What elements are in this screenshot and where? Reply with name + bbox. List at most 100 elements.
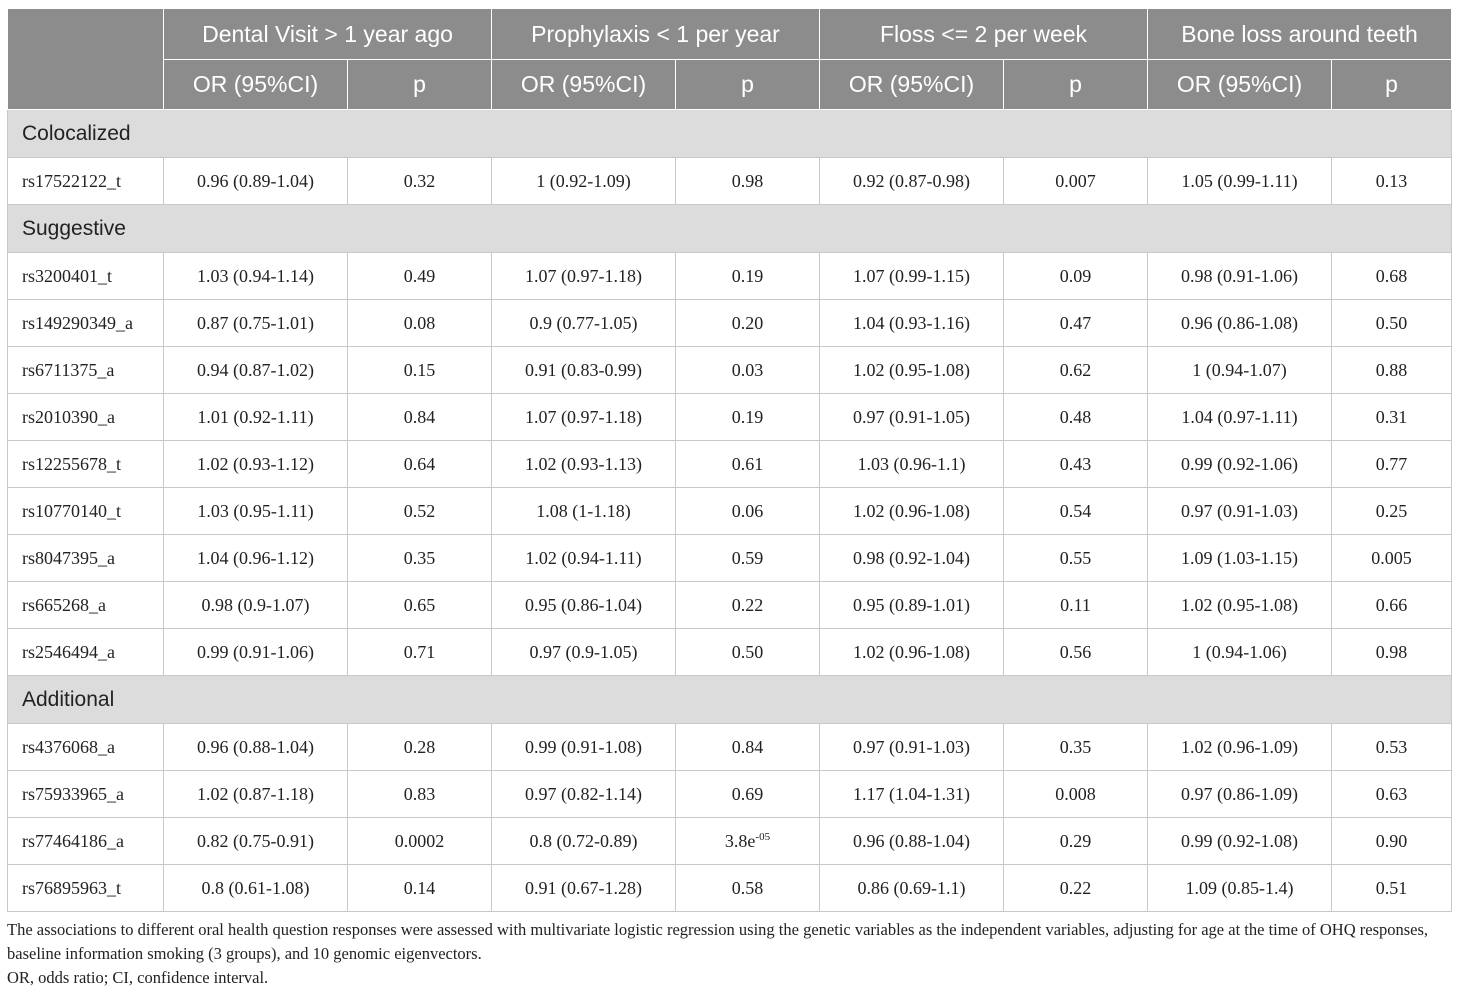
or-cell: 0.97 (0.91-1.03) (819, 723, 1004, 771)
p-cell: 0.77 (1331, 440, 1453, 488)
p-cell: 0.09 (1002, 252, 1149, 300)
p-cell: 0.55 (1002, 534, 1149, 582)
p-cell: 0.32 (347, 157, 492, 205)
or-cell: 0.91 (0.83-0.99) (491, 346, 676, 394)
p-cell: 0.007 (1002, 157, 1149, 205)
or-column-header: OR (95%CI) (1147, 59, 1333, 110)
or-cell: 1.07 (0.97-1.18) (491, 393, 676, 441)
snp-cell: rs76895963_t (7, 864, 164, 912)
p-cell: 0.52 (347, 487, 492, 535)
group-header-bone-loss: Bone loss around teeth (1147, 8, 1453, 60)
or-cell: 0.99 (0.92-1.06) (1147, 440, 1333, 488)
p-cell: 0.64 (347, 440, 492, 488)
table-row: rs10770140_t 1.03 (0.95-1.11) 0.52 1.08 (1-… (7, 487, 1453, 535)
or-cell: 1.02 (0.96-1.08) (819, 487, 1004, 535)
p-cell: 0.20 (675, 299, 820, 347)
p-cell: 0.61 (675, 440, 820, 488)
or-cell: 0.96 (0.89-1.04) (163, 157, 348, 205)
p-cell: 0.66 (1331, 581, 1453, 629)
or-cell: 0.99 (0.92-1.08) (1147, 817, 1333, 865)
or-cell: 0.92 (0.87-0.98) (819, 157, 1004, 205)
table-row: rs149290349_a 0.87 (0.75-1.01) 0.08 0.9 (0.… (7, 299, 1453, 347)
p-cell: 0.29 (1002, 817, 1149, 865)
section-row: Suggestive (6, 204, 1453, 253)
p-cell: 0.22 (675, 581, 820, 629)
p-cell: 0.62 (1002, 346, 1149, 394)
or-cell: 0.97 (0.86-1.09) (1147, 770, 1333, 818)
or-cell: 0.86 (0.69-1.1) (819, 864, 1004, 912)
section-title: Suggestive (6, 204, 1453, 253)
section-row: Colocalized (6, 109, 1453, 158)
p-cell: 0.0002 (347, 817, 492, 865)
table-body: Colocalized rs17522122_t 0.96 (0.89-1.04) 0… (6, 109, 1453, 912)
p-cell: 0.28 (347, 723, 492, 771)
p-cell: 0.83 (347, 770, 492, 818)
p-cell: 0.35 (1002, 723, 1149, 771)
p-cell: 0.06 (675, 487, 820, 535)
or-cell: 0.9 (0.77-1.05) (491, 299, 676, 347)
or-cell: 1.03 (0.94-1.14) (163, 252, 348, 300)
or-cell: 1.17 (1.04-1.31) (819, 770, 1004, 818)
table-row: rs12255678_t 1.02 (0.93-1.12) 0.64 1.02 (0.… (7, 440, 1453, 488)
or-cell: 1.02 (0.94-1.11) (491, 534, 676, 582)
or-cell: 0.8 (0.72-0.89) (491, 817, 676, 865)
or-cell: 0.97 (0.9-1.05) (491, 628, 676, 676)
table-row: rs17522122_t 0.96 (0.89-1.04) 0.32 1 (0.92-… (7, 157, 1453, 205)
snp-cell: rs4376068_a (7, 723, 164, 771)
or-cell: 1.02 (0.95-1.08) (1147, 581, 1333, 629)
snp-cell: rs77464186_a (7, 817, 164, 865)
p-cell: 0.59 (675, 534, 820, 582)
or-cell: 1.07 (0.99-1.15) (819, 252, 1004, 300)
or-cell: 1.05 (0.99-1.11) (1147, 157, 1333, 205)
p-cell: 0.98 (1331, 628, 1453, 676)
footnote-methods: The associations to different oral healt… (7, 920, 1429, 963)
group-header-floss: Floss <= 2 per week (818, 8, 1149, 60)
p-cell: 3.8e-05 (675, 817, 820, 865)
p-cell: 0.48 (1002, 393, 1149, 441)
p-cell: 0.68 (1331, 252, 1453, 300)
p-cell: 0.03 (675, 346, 820, 394)
or-column-header: OR (95%CI) (491, 59, 676, 110)
p-cell: 0.19 (675, 393, 820, 441)
or-cell: 1 (0.94-1.06) (1147, 628, 1333, 676)
or-cell: 1.02 (0.93-1.12) (163, 440, 348, 488)
p-cell: 0.98 (675, 157, 820, 205)
p-column-header: p (1002, 59, 1149, 110)
or-cell: 1.02 (0.96-1.09) (1147, 723, 1333, 771)
table-row: rs75933965_a 1.02 (0.87-1.18) 0.83 0.97 (0.… (7, 770, 1453, 818)
table-row: rs6711375_a 0.94 (0.87-1.02) 0.15 0.91 (0.8… (7, 346, 1453, 394)
table-row: rs2010390_a 1.01 (0.92-1.11) 0.84 1.07 (0.9… (7, 393, 1453, 441)
or-cell: 1.08 (1-1.18) (491, 487, 676, 535)
or-cell: 1.02 (0.95-1.08) (819, 346, 1004, 394)
p-cell: 0.63 (1331, 770, 1453, 818)
section-row: Additional (6, 675, 1453, 724)
p-cell: 0.90 (1331, 817, 1453, 865)
or-cell: 0.97 (0.82-1.14) (491, 770, 676, 818)
p-cell: 0.50 (1331, 299, 1453, 347)
p-cell: 0.14 (347, 864, 492, 912)
or-cell: 1.02 (0.87-1.18) (163, 770, 348, 818)
p-cell: 0.13 (1331, 157, 1453, 205)
table-row: rs3200401_t 1.03 (0.94-1.14) 0.49 1.07 (0.9… (7, 252, 1453, 300)
or-cell: 1.09 (0.85-1.4) (1147, 864, 1333, 912)
or-cell: 1.02 (0.96-1.08) (819, 628, 1004, 676)
or-cell: 0.96 (0.88-1.04) (819, 817, 1004, 865)
snp-cell: rs149290349_a (7, 299, 164, 347)
section-title: Colocalized (6, 109, 1453, 158)
p-cell: 0.47 (1002, 299, 1149, 347)
snp-cell: rs6711375_a (7, 346, 164, 394)
or-cell: 1.04 (0.93-1.16) (819, 299, 1004, 347)
p-cell: 0.71 (347, 628, 492, 676)
or-cell: 0.96 (0.86-1.08) (1147, 299, 1333, 347)
p-cell: 0.19 (675, 252, 820, 300)
or-cell: 1.02 (0.93-1.13) (491, 440, 676, 488)
or-cell: 1 (0.94-1.07) (1147, 346, 1333, 394)
snp-cell: rs10770140_t (7, 487, 164, 535)
group-header-prophylaxis: Prophylaxis < 1 per year (491, 8, 820, 60)
p-cell: 0.43 (1002, 440, 1149, 488)
association-table: Dental Visit > 1 year ago Prophylaxis < … (6, 8, 1453, 912)
snp-cell: rs665268_a (7, 581, 164, 629)
p-cell: 0.69 (675, 770, 820, 818)
p-cell: 0.11 (1002, 581, 1149, 629)
snp-cell: rs75933965_a (7, 770, 164, 818)
